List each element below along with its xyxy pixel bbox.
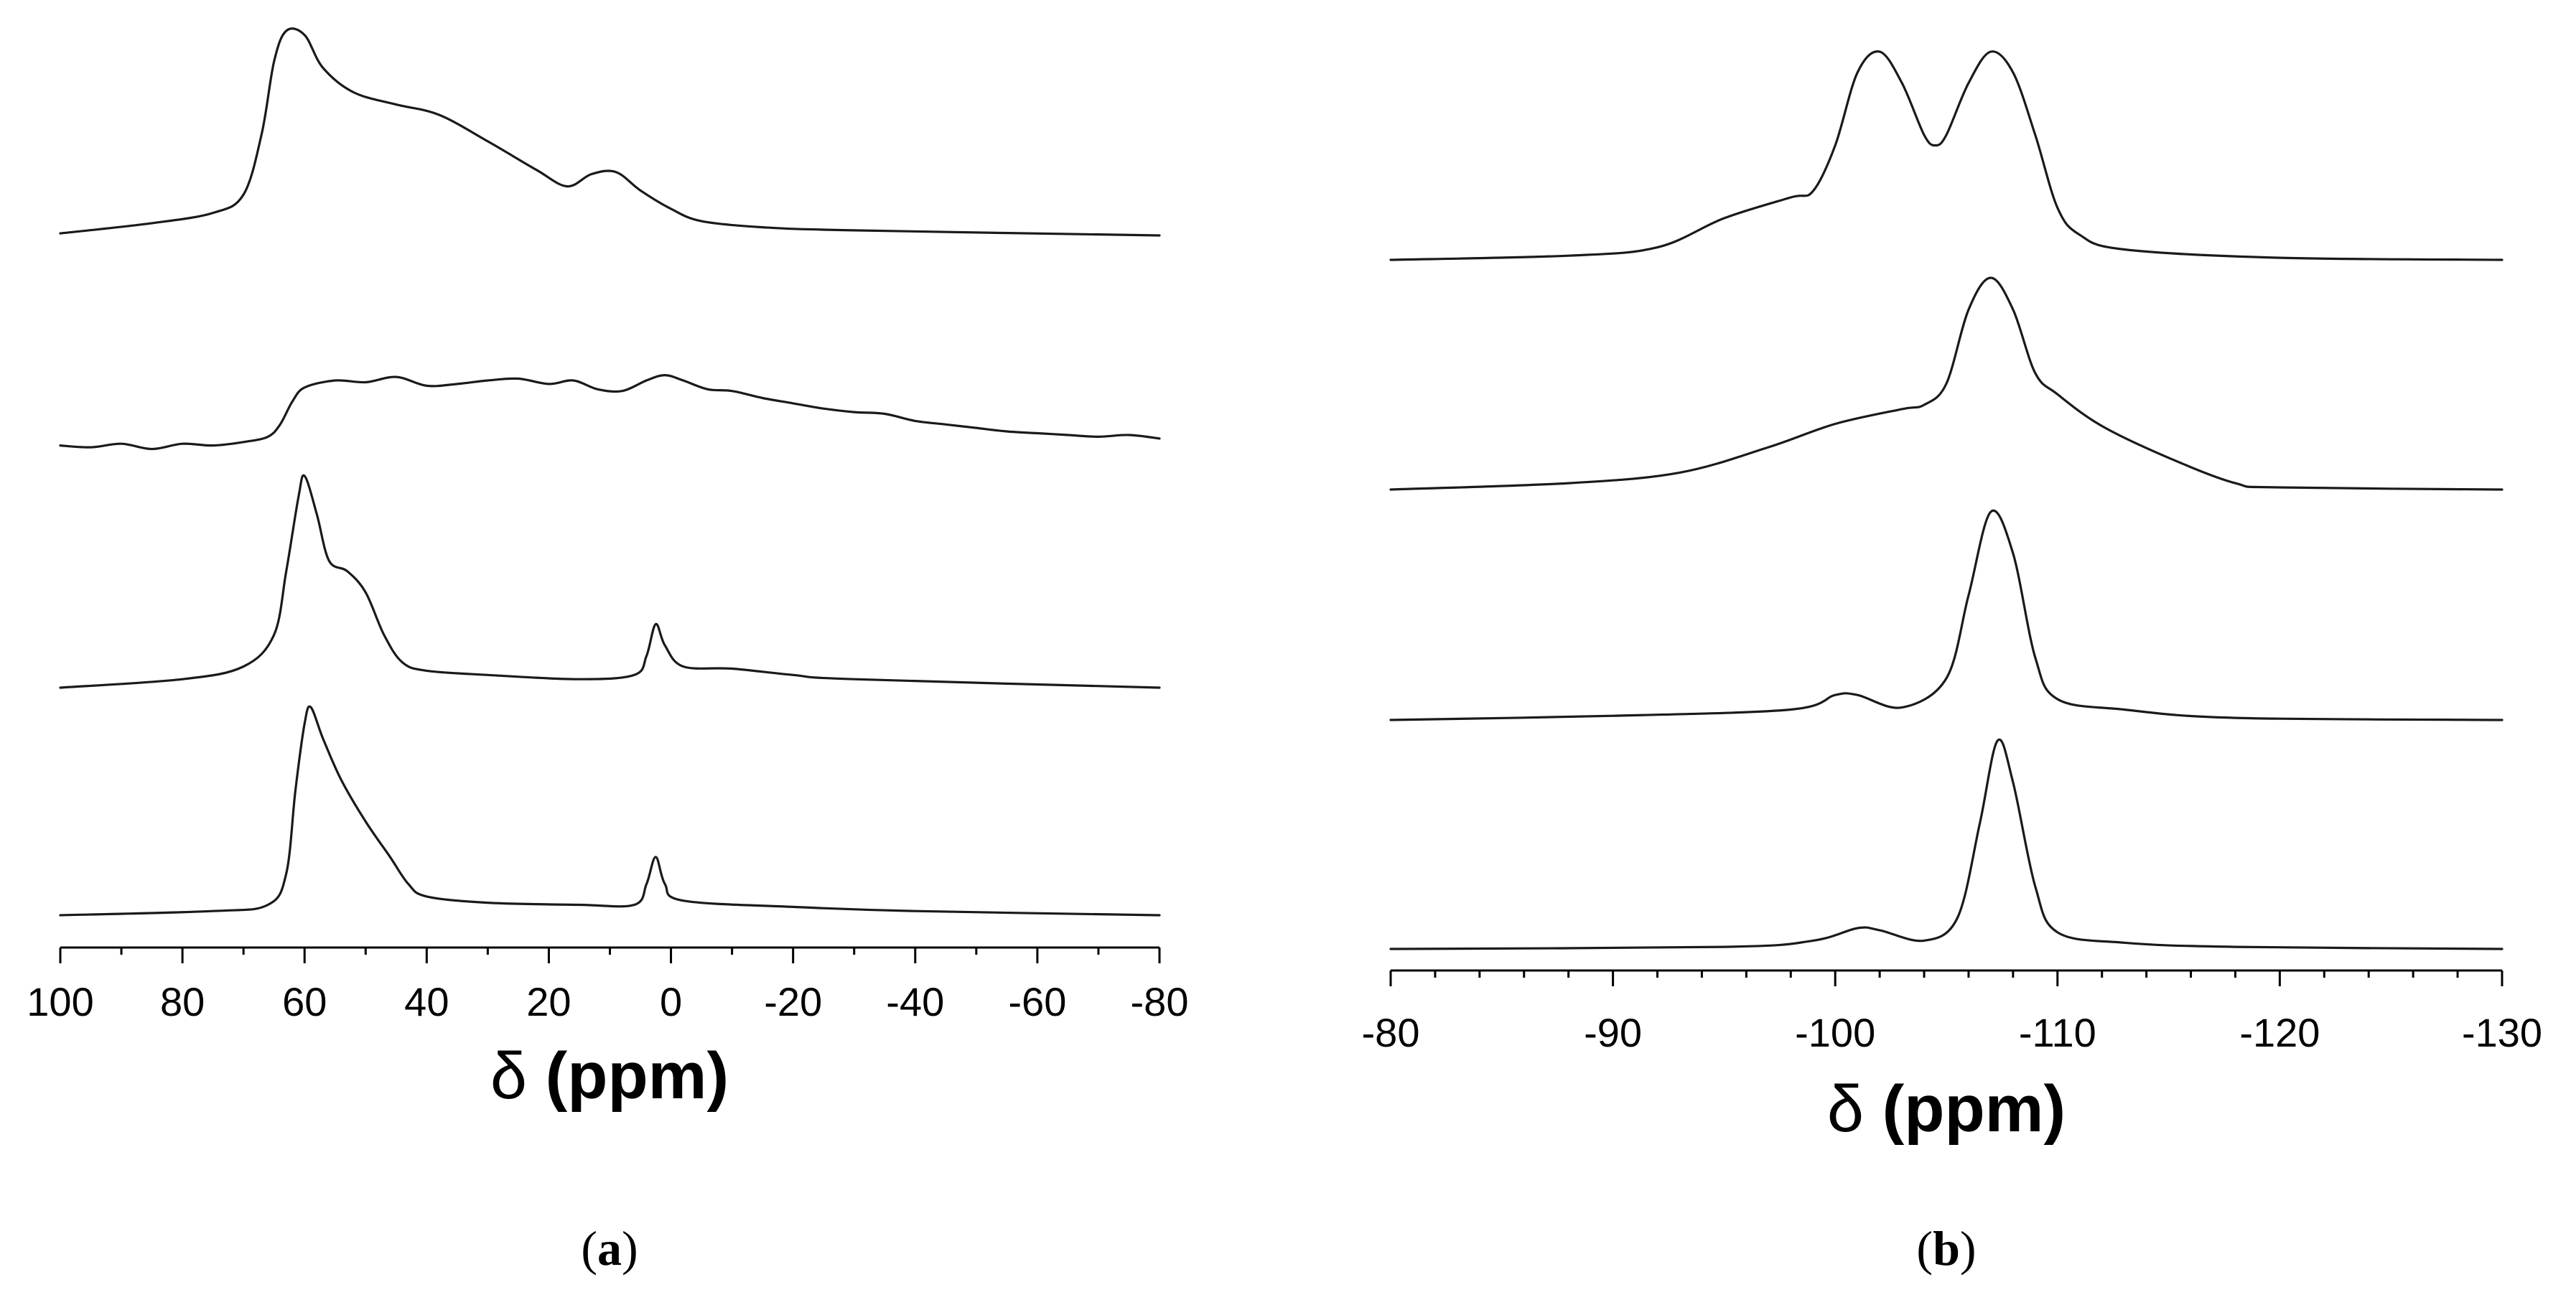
panel-b-tick-label: -80	[1362, 1010, 1420, 1055]
panel-b-spectrum-trace-2	[1389, 276, 2503, 491]
panel-a-spectra	[59, 27, 1161, 917]
panel-a-tick-label: -80	[1131, 979, 1189, 1024]
panel-b-x-axis-title: δ (ppm)	[1827, 1072, 2066, 1146]
panel-a-tick-label: 100	[27, 979, 93, 1024]
panel-b-spectrum-trace-1	[1389, 50, 2503, 261]
panel-b-spectra	[1389, 50, 2503, 950]
panel-a-spectrum-trace-2	[59, 374, 1161, 451]
panel-a-spectrum-trace-4	[59, 705, 1161, 917]
panel-b-label: (b)	[1916, 1221, 1976, 1276]
panel-b-tick-label: -90	[1584, 1010, 1642, 1055]
panel-a-tick-labels: 100 80 60 40 20 0 -20 -40 -60 -80	[27, 979, 1188, 1024]
panel-b-tick-label: -100	[1795, 1010, 1875, 1055]
panel-a-spectrum-trace-3	[59, 474, 1161, 689]
panel-b-tick-label: -120	[2239, 1010, 2320, 1055]
panel-a-tick-label: 60	[282, 979, 327, 1024]
panel-b-tick-label: -130	[2462, 1010, 2542, 1055]
panel-a-tick-label: 0	[660, 979, 682, 1024]
panel-b-spectrum-trace-3	[1389, 509, 2503, 721]
panel-a-label: (a)	[581, 1221, 638, 1276]
panel-b-tick-labels: -80 -90 -100 -110 -120 -130	[1362, 1010, 2543, 1055]
panel-b-ticks	[1389, 970, 2503, 986]
panel-a-tick-label: -60	[1008, 979, 1066, 1024]
panel-a-spectrum-trace-1	[59, 27, 1161, 237]
panel-a-ticks	[59, 948, 1161, 963]
panel-a-x-axis-title: δ (ppm)	[490, 1039, 729, 1113]
panel-a-tick-label: -20	[764, 979, 822, 1024]
panel-a-tick-label: 20	[526, 979, 571, 1024]
panel-a: 100 80 60 40 20 0 -20 -40 -60 -80 δ (ppm) (a)	[27, 27, 1188, 1276]
panel-b: -80 -90 -100 -110 -120 -130 δ (ppm) (b)	[1362, 50, 2543, 1276]
panel-b-tick-label: -110	[2019, 1010, 2096, 1055]
panel-b-spectrum-trace-4	[1389, 738, 2503, 950]
panel-a-tick-label: -40	[886, 979, 944, 1024]
panel-a-tick-label: 40	[404, 979, 449, 1024]
panel-a-tick-label: 80	[160, 979, 205, 1024]
